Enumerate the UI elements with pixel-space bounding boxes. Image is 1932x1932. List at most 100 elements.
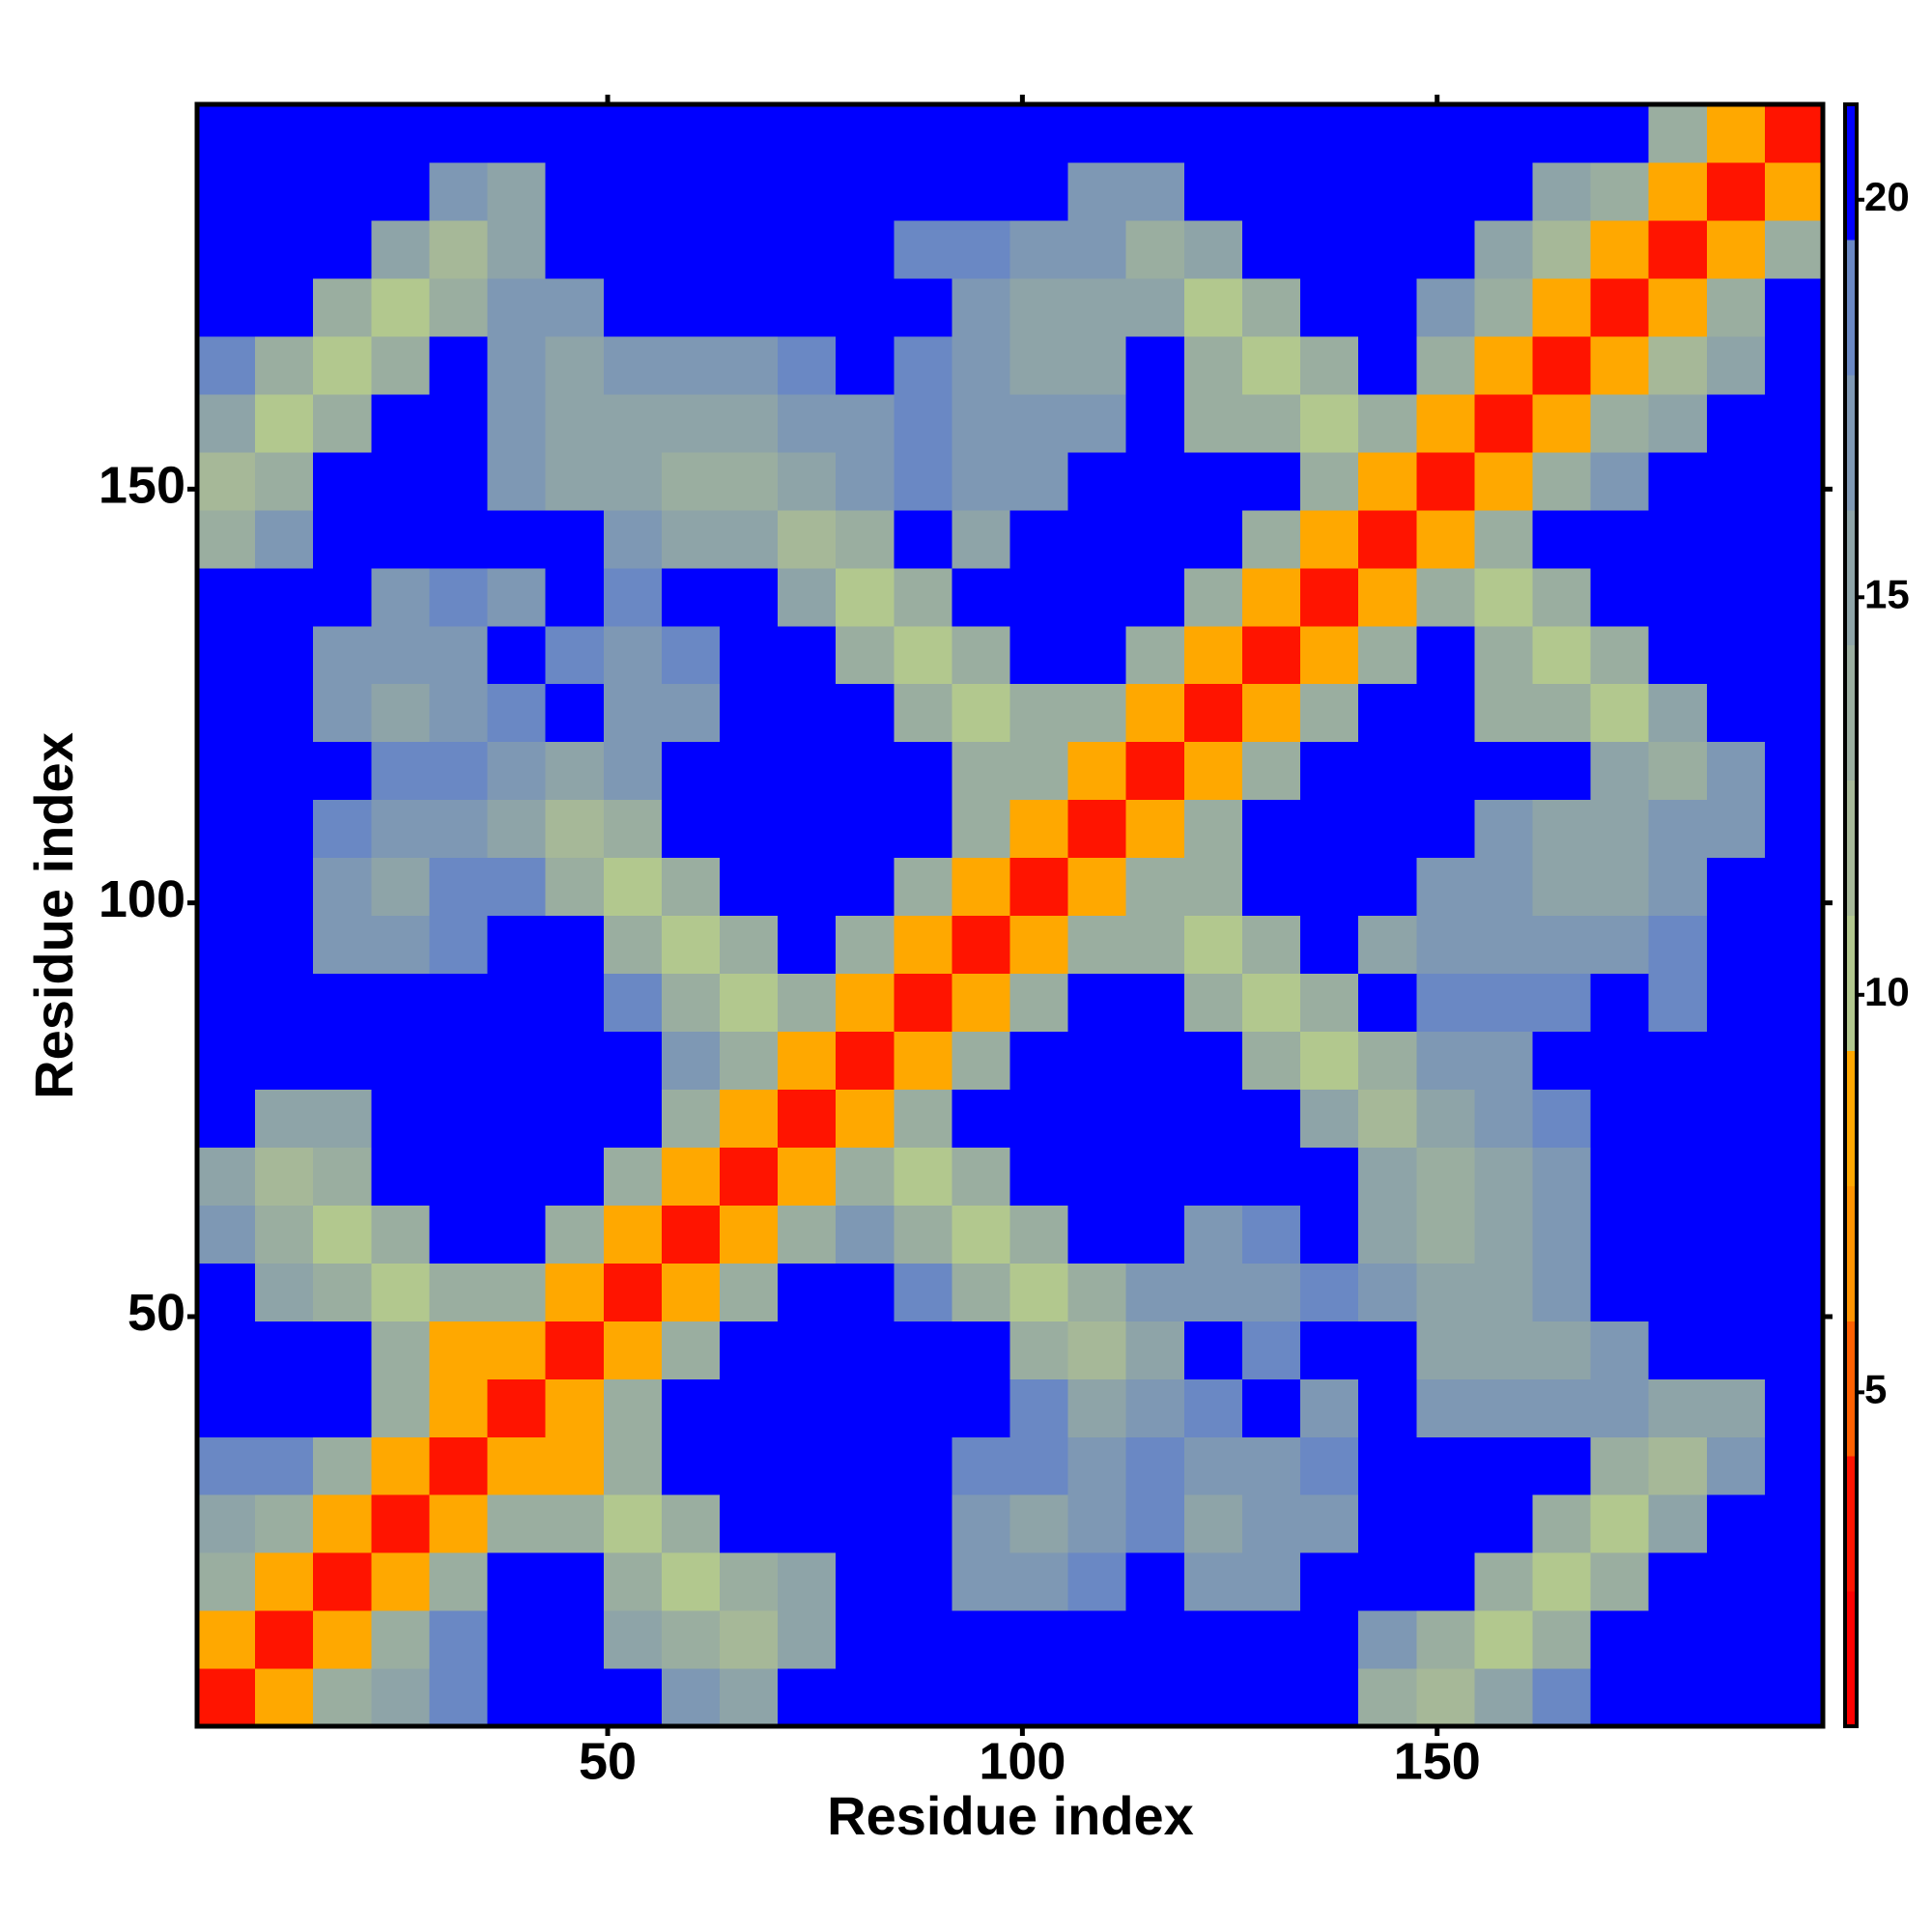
heatmap-cell (1300, 1494, 1359, 1553)
heatmap-cell (778, 857, 837, 917)
heatmap-cell (778, 915, 837, 975)
heatmap-cell (371, 277, 431, 337)
heatmap-cell (719, 393, 779, 453)
heatmap-cell (719, 741, 779, 801)
heatmap-cells (197, 104, 1824, 1727)
heatmap-cell (661, 683, 721, 743)
heatmap-cell (429, 1205, 489, 1264)
heatmap-cell (1416, 393, 1475, 453)
heatmap-cell (894, 1263, 952, 1321)
heatmap-cell (1532, 799, 1592, 859)
heatmap-cell (661, 219, 721, 279)
heatmap-cell (836, 857, 895, 917)
heatmap-cell (1474, 219, 1534, 279)
heatmap-cell (255, 1321, 314, 1379)
heatmap-cell (894, 161, 952, 221)
heatmap-cell (603, 1552, 663, 1611)
heatmap-cell (661, 567, 721, 627)
heatmap-cell (487, 1552, 547, 1611)
heatmap-cell (429, 1321, 489, 1379)
heatmap-cell (487, 393, 547, 453)
heatmap-cell (1706, 1089, 1766, 1148)
colorbar-segment (1845, 1591, 1857, 1727)
heatmap-cell (371, 1668, 431, 1727)
heatmap-cell (1358, 1089, 1417, 1148)
heatmap-cell (1300, 335, 1359, 395)
heatmap-cell (1183, 1494, 1243, 1553)
heatmap-cell (778, 451, 837, 511)
heatmap-cell (1183, 219, 1243, 279)
heatmap-cell (1183, 741, 1243, 801)
heatmap-cell (1474, 335, 1534, 395)
heatmap-cell (1590, 915, 1650, 975)
heatmap-cell (1764, 567, 1824, 627)
heatmap-cell (545, 1494, 605, 1553)
heatmap-cell (1009, 451, 1069, 511)
heatmap-cell (603, 625, 663, 685)
heatmap-cell (255, 219, 314, 279)
heatmap-cell (778, 973, 837, 1033)
heatmap-cell (371, 973, 431, 1033)
heatmap-cell (1648, 277, 1708, 337)
heatmap-cell (778, 625, 837, 685)
heatmap-cell (1241, 1147, 1301, 1206)
heatmap-cell (1009, 567, 1069, 627)
heatmap-cell (1241, 857, 1301, 917)
heatmap-cell (545, 915, 605, 975)
heatmap-cell (1183, 1321, 1243, 1379)
heatmap-cell (1125, 1610, 1185, 1669)
heatmap-cell (836, 799, 895, 859)
heatmap-cell (1009, 1436, 1069, 1495)
heatmap-cell (1067, 1494, 1127, 1553)
heatmap-cell (197, 104, 256, 163)
heatmap-cell (1590, 161, 1650, 221)
heatmap-cell (603, 1147, 663, 1206)
heatmap-cell (1183, 857, 1243, 917)
heatmap-cell (836, 741, 895, 801)
heatmap-cell (255, 799, 314, 859)
heatmap-cell (1764, 161, 1824, 221)
heatmap-cell (1532, 741, 1592, 801)
heatmap-cell (1532, 1494, 1592, 1553)
heatmap-cell (1125, 1494, 1185, 1553)
heatmap-cell (545, 1147, 605, 1206)
heatmap-cell (429, 219, 489, 279)
heatmap-cell (1358, 1031, 1417, 1090)
heatmap-cell (719, 451, 779, 511)
heatmap-cell (487, 104, 547, 163)
heatmap-cell (1300, 973, 1359, 1033)
heatmap-cell (1009, 1321, 1069, 1379)
heatmap-cell (1764, 509, 1824, 569)
heatmap-cell (1590, 1436, 1650, 1495)
heatmap-cell (894, 1089, 952, 1148)
heatmap-cell (371, 1205, 431, 1264)
colorbar-segment (1845, 1321, 1857, 1457)
heatmap-cell (1241, 625, 1301, 685)
heatmap-cell (1125, 1147, 1185, 1206)
heatmap-cell (1067, 1378, 1127, 1437)
heatmap-cell (429, 509, 489, 569)
heatmap-cell (1532, 1089, 1592, 1148)
heatmap-cell (1183, 1147, 1243, 1206)
heatmap-cell (1764, 857, 1824, 917)
heatmap-cell (778, 1494, 837, 1553)
heatmap-cell (255, 1494, 314, 1553)
heatmap-cell (255, 335, 314, 395)
heatmap-cell (1648, 625, 1708, 685)
heatmap-cell (1416, 161, 1475, 221)
heatmap-cell (1590, 393, 1650, 453)
x-tick-label: 150 (1394, 1732, 1481, 1790)
heatmap-cell (719, 567, 779, 627)
heatmap-cell (1125, 973, 1185, 1033)
heatmap-cell (545, 683, 605, 743)
heatmap-cell (836, 1263, 895, 1321)
heatmap-cell (952, 1552, 1011, 1611)
heatmap-cell (661, 161, 721, 221)
heatmap-cell (1009, 625, 1069, 685)
heatmap-cell (1067, 857, 1127, 917)
colorbar: 5 10 15 20 (1843, 102, 1910, 1728)
heatmap-cell (1474, 161, 1534, 221)
x-axis-title: Residue index (827, 1785, 1194, 1846)
heatmap-cell (1183, 1263, 1243, 1321)
heatmap-cell (778, 1147, 837, 1206)
